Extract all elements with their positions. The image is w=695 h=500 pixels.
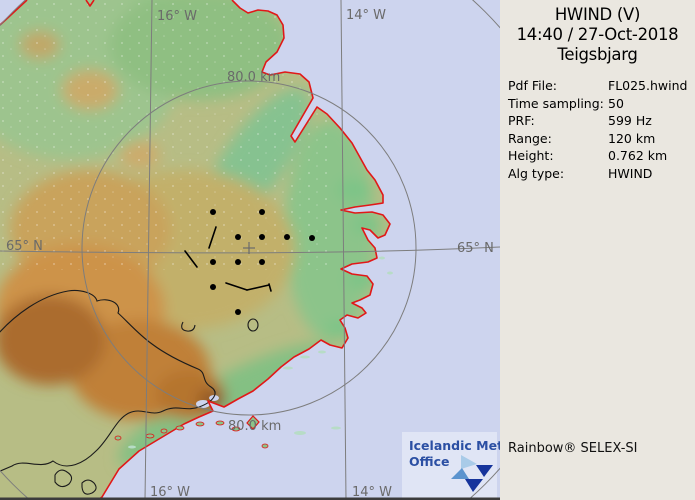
- field-row-pdf-file: Pdf File: FL025.hwind: [508, 77, 695, 95]
- map-view[interactable]: 16° W 14° W 16° W 14° W 65° N 65° N 80.0…: [0, 0, 500, 500]
- field-label: Range:: [508, 130, 552, 146]
- imo-logo-arrows-icon: [451, 455, 493, 492]
- field-row-prf: PRF: 599 Hz: [508, 112, 695, 130]
- field-value: 599 Hz: [608, 113, 652, 129]
- field-value: 120 km: [608, 130, 656, 146]
- map-bottom-border: [0, 497, 500, 500]
- field-label: Alg type:: [508, 165, 565, 181]
- field-row-time-sampling: Time sampling: 50: [508, 95, 695, 113]
- metadata-fields: Pdf File: FL025.hwind Time sampling: 50 …: [508, 77, 695, 183]
- field-label: Time sampling:: [508, 95, 604, 111]
- label-16w-top: 16° W: [157, 9, 197, 24]
- info-panel: HWIND (V) 14:40 / 27-Oct-2018 Teigsbjarg…: [500, 0, 695, 500]
- imo-logo-text-line1: Icelandic Met: [409, 438, 500, 453]
- label-range-ring-bottom: 80.0 km: [228, 419, 281, 434]
- grid-labels: 16° W 14° W 16° W 14° W 65° N 65° N 80.0…: [6, 8, 494, 500]
- label-14w-bottom: 14° W: [352, 485, 392, 500]
- label-16w-bottom: 16° W: [150, 485, 190, 500]
- imo-logo: Icelandic Met Office: [402, 432, 500, 498]
- latlon-grid: [0, 0, 500, 500]
- elevation-contour: [0, 289, 259, 495]
- lagoon: [196, 400, 210, 408]
- field-label: Pdf File:: [508, 78, 557, 93]
- field-value: FL025.hwind: [608, 78, 688, 93]
- islands: [114, 256, 393, 449]
- scan-datetime: 14:40 / 27-Oct-2018: [516, 25, 679, 44]
- field-row-height: Height: 0.762 km: [508, 147, 695, 165]
- vendor-label: Rainbow® SELEX-SI: [508, 441, 638, 456]
- field-label: PRF:: [508, 113, 535, 129]
- field-label: Height:: [508, 148, 554, 164]
- label-65n-right: 65° N: [457, 241, 494, 256]
- field-value: HWIND: [608, 165, 653, 181]
- range-rings: [0, 0, 500, 500]
- terrain-map-canvas[interactable]: 16° W 14° W 16° W 14° W 65° N 65° N 80.0…: [0, 0, 500, 500]
- field-value: 0.762 km: [608, 148, 668, 164]
- meridian-14w-line: [340, 0, 347, 500]
- label-65n-left: 65° N: [6, 239, 43, 254]
- meridian-16w-line: [144, 0, 153, 500]
- product-title: HWIND (V): [554, 5, 641, 24]
- wind-data-layer: [184, 209, 315, 315]
- radar-site-name: Teigsbjarg: [557, 45, 638, 64]
- field-row-alg-type: Alg type: HWIND: [508, 165, 695, 183]
- field-row-range: Range: 120 km: [508, 130, 695, 148]
- field-value: 50: [608, 95, 624, 111]
- imo-logo-text-line2: Office: [409, 454, 449, 469]
- parallel-65n-line: [0, 246, 500, 254]
- label-14w-top: 14° W: [346, 8, 386, 23]
